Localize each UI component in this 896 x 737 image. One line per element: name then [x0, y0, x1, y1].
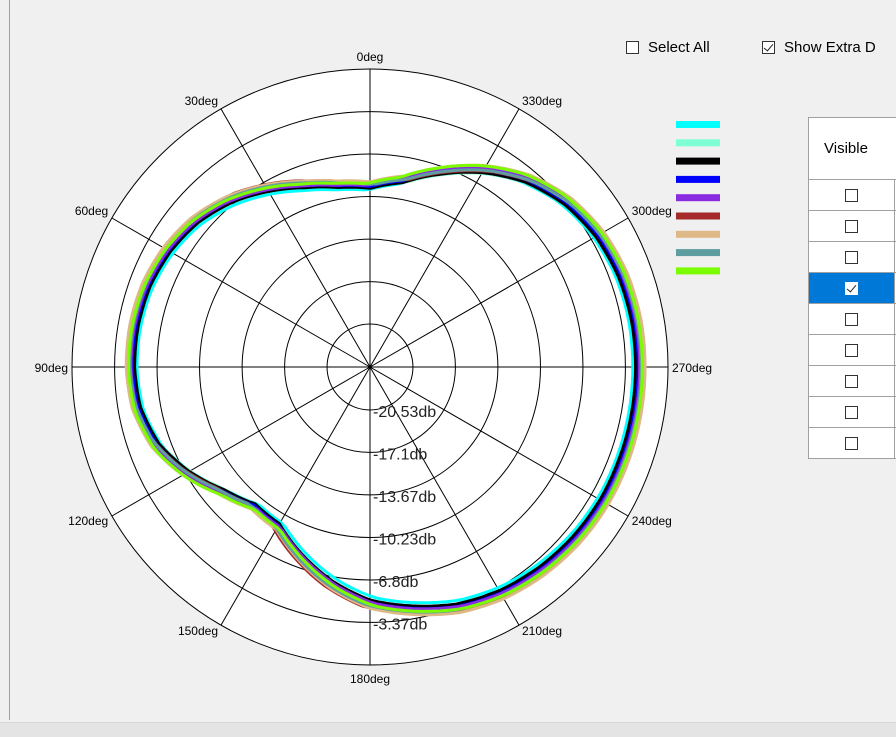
visible-checkbox[interactable] — [845, 250, 858, 264]
radial-label: -17.1db — [373, 446, 427, 463]
angle-label: 240deg — [632, 514, 672, 528]
grid-row[interactable] — [808, 428, 896, 459]
visible-cell[interactable] — [809, 335, 895, 365]
grid-spoke — [369, 366, 629, 517]
legend-swatch — [676, 194, 720, 202]
grid-row[interactable] — [808, 211, 896, 242]
series-1730-line — [133, 170, 638, 608]
angle-label: 300deg — [632, 204, 672, 218]
legend-swatch — [676, 249, 720, 257]
select-all-box[interactable] — [626, 40, 639, 54]
select-all-checkbox[interactable]: Select All — [626, 36, 710, 58]
visible-checkbox[interactable] — [845, 436, 858, 450]
visible-checkbox[interactable] — [845, 281, 858, 295]
angle-label: 330deg — [522, 94, 562, 108]
polar-chart: -20.53db -17.1db -13.67db -10.23db -6.8db -3.… — [35, 50, 720, 686]
angle-label: 270deg — [672, 361, 712, 375]
visible-cell[interactable] — [809, 304, 895, 334]
series-1710-line — [135, 170, 635, 605]
series-group — [124, 163, 647, 617]
visible-checkbox[interactable] — [845, 219, 858, 233]
visible-checkbox[interactable] — [845, 312, 858, 326]
grid-spoke — [369, 366, 520, 626]
legend-swatch — [676, 157, 720, 165]
grid-spoke — [220, 366, 371, 626]
polar-grid — [71, 68, 669, 666]
legend-swatch — [676, 267, 720, 275]
grid-row[interactable] — [808, 335, 896, 366]
radial-label: -6.8db — [373, 574, 418, 591]
angle-labels: 0deg 30deg 60deg 90deg 120deg 150deg 180deg 210… — [35, 50, 712, 686]
grid-header-label: Visible — [824, 140, 868, 157]
grid-spoke — [111, 217, 371, 368]
visible-checkbox[interactable] — [845, 374, 858, 388]
visible-cell[interactable] — [809, 428, 895, 458]
chart-legend: 171017201730174017501760177017801790 — [676, 121, 720, 275]
angle-label: 0deg — [357, 50, 384, 64]
visible-cell[interactable] — [809, 180, 895, 210]
angle-label: 150deg — [178, 624, 218, 638]
show-extra-label: Show Extra D — [784, 38, 876, 56]
grid-row[interactable] — [808, 397, 896, 428]
grid-spoke — [111, 366, 371, 517]
radial-label: -10.23db — [373, 531, 436, 548]
angle-label: 120deg — [68, 514, 108, 528]
legend-swatch — [676, 121, 720, 128]
visible-cell[interactable] — [809, 366, 895, 396]
series-1790-line — [127, 163, 644, 613]
legend-swatch — [676, 230, 720, 238]
visibility-grid: Visible — [808, 117, 896, 459]
visible-checkbox[interactable] — [845, 405, 858, 419]
grid-spoke — [220, 108, 371, 368]
show-extra-checkbox[interactable]: Show Extra D — [762, 36, 876, 58]
legend-swatch — [676, 175, 720, 183]
series-1770-line — [124, 163, 647, 617]
grid-row[interactable] — [808, 366, 896, 397]
grid-row[interactable] — [808, 242, 896, 273]
grid-spoke — [369, 217, 629, 368]
visible-checkbox[interactable] — [845, 343, 858, 357]
angle-label: 90deg — [35, 361, 68, 375]
visible-cell[interactable] — [809, 397, 895, 427]
radial-label: -20.53db — [373, 404, 436, 421]
angle-label: 210deg — [522, 624, 562, 638]
visible-cell[interactable] — [809, 242, 895, 272]
radial-label: -13.67db — [373, 489, 436, 506]
visible-cell[interactable] — [809, 273, 895, 303]
legend-swatch — [676, 139, 720, 147]
radial-labels: -20.53db -17.1db -13.67db -10.23db -6.8db -3.… — [373, 404, 436, 633]
select-all-label: Select All — [648, 38, 710, 56]
status-strip — [0, 722, 896, 737]
angle-label: 30deg — [185, 94, 218, 108]
angle-label: 180deg — [350, 672, 390, 686]
visible-cell[interactable] — [809, 211, 895, 241]
grid-header-visible[interactable]: Visible — [808, 117, 896, 180]
grid-row[interactable] — [808, 180, 896, 211]
grid-row[interactable] — [808, 273, 896, 304]
radial-label: -3.37db — [373, 616, 427, 633]
legend-swatch — [676, 212, 720, 220]
angle-label: 60deg — [75, 204, 108, 218]
visible-checkbox[interactable] — [845, 188, 858, 202]
window-border — [9, 0, 10, 720]
show-extra-box[interactable] — [762, 40, 775, 54]
grid-row[interactable] — [808, 304, 896, 335]
grid-spoke — [369, 108, 520, 368]
